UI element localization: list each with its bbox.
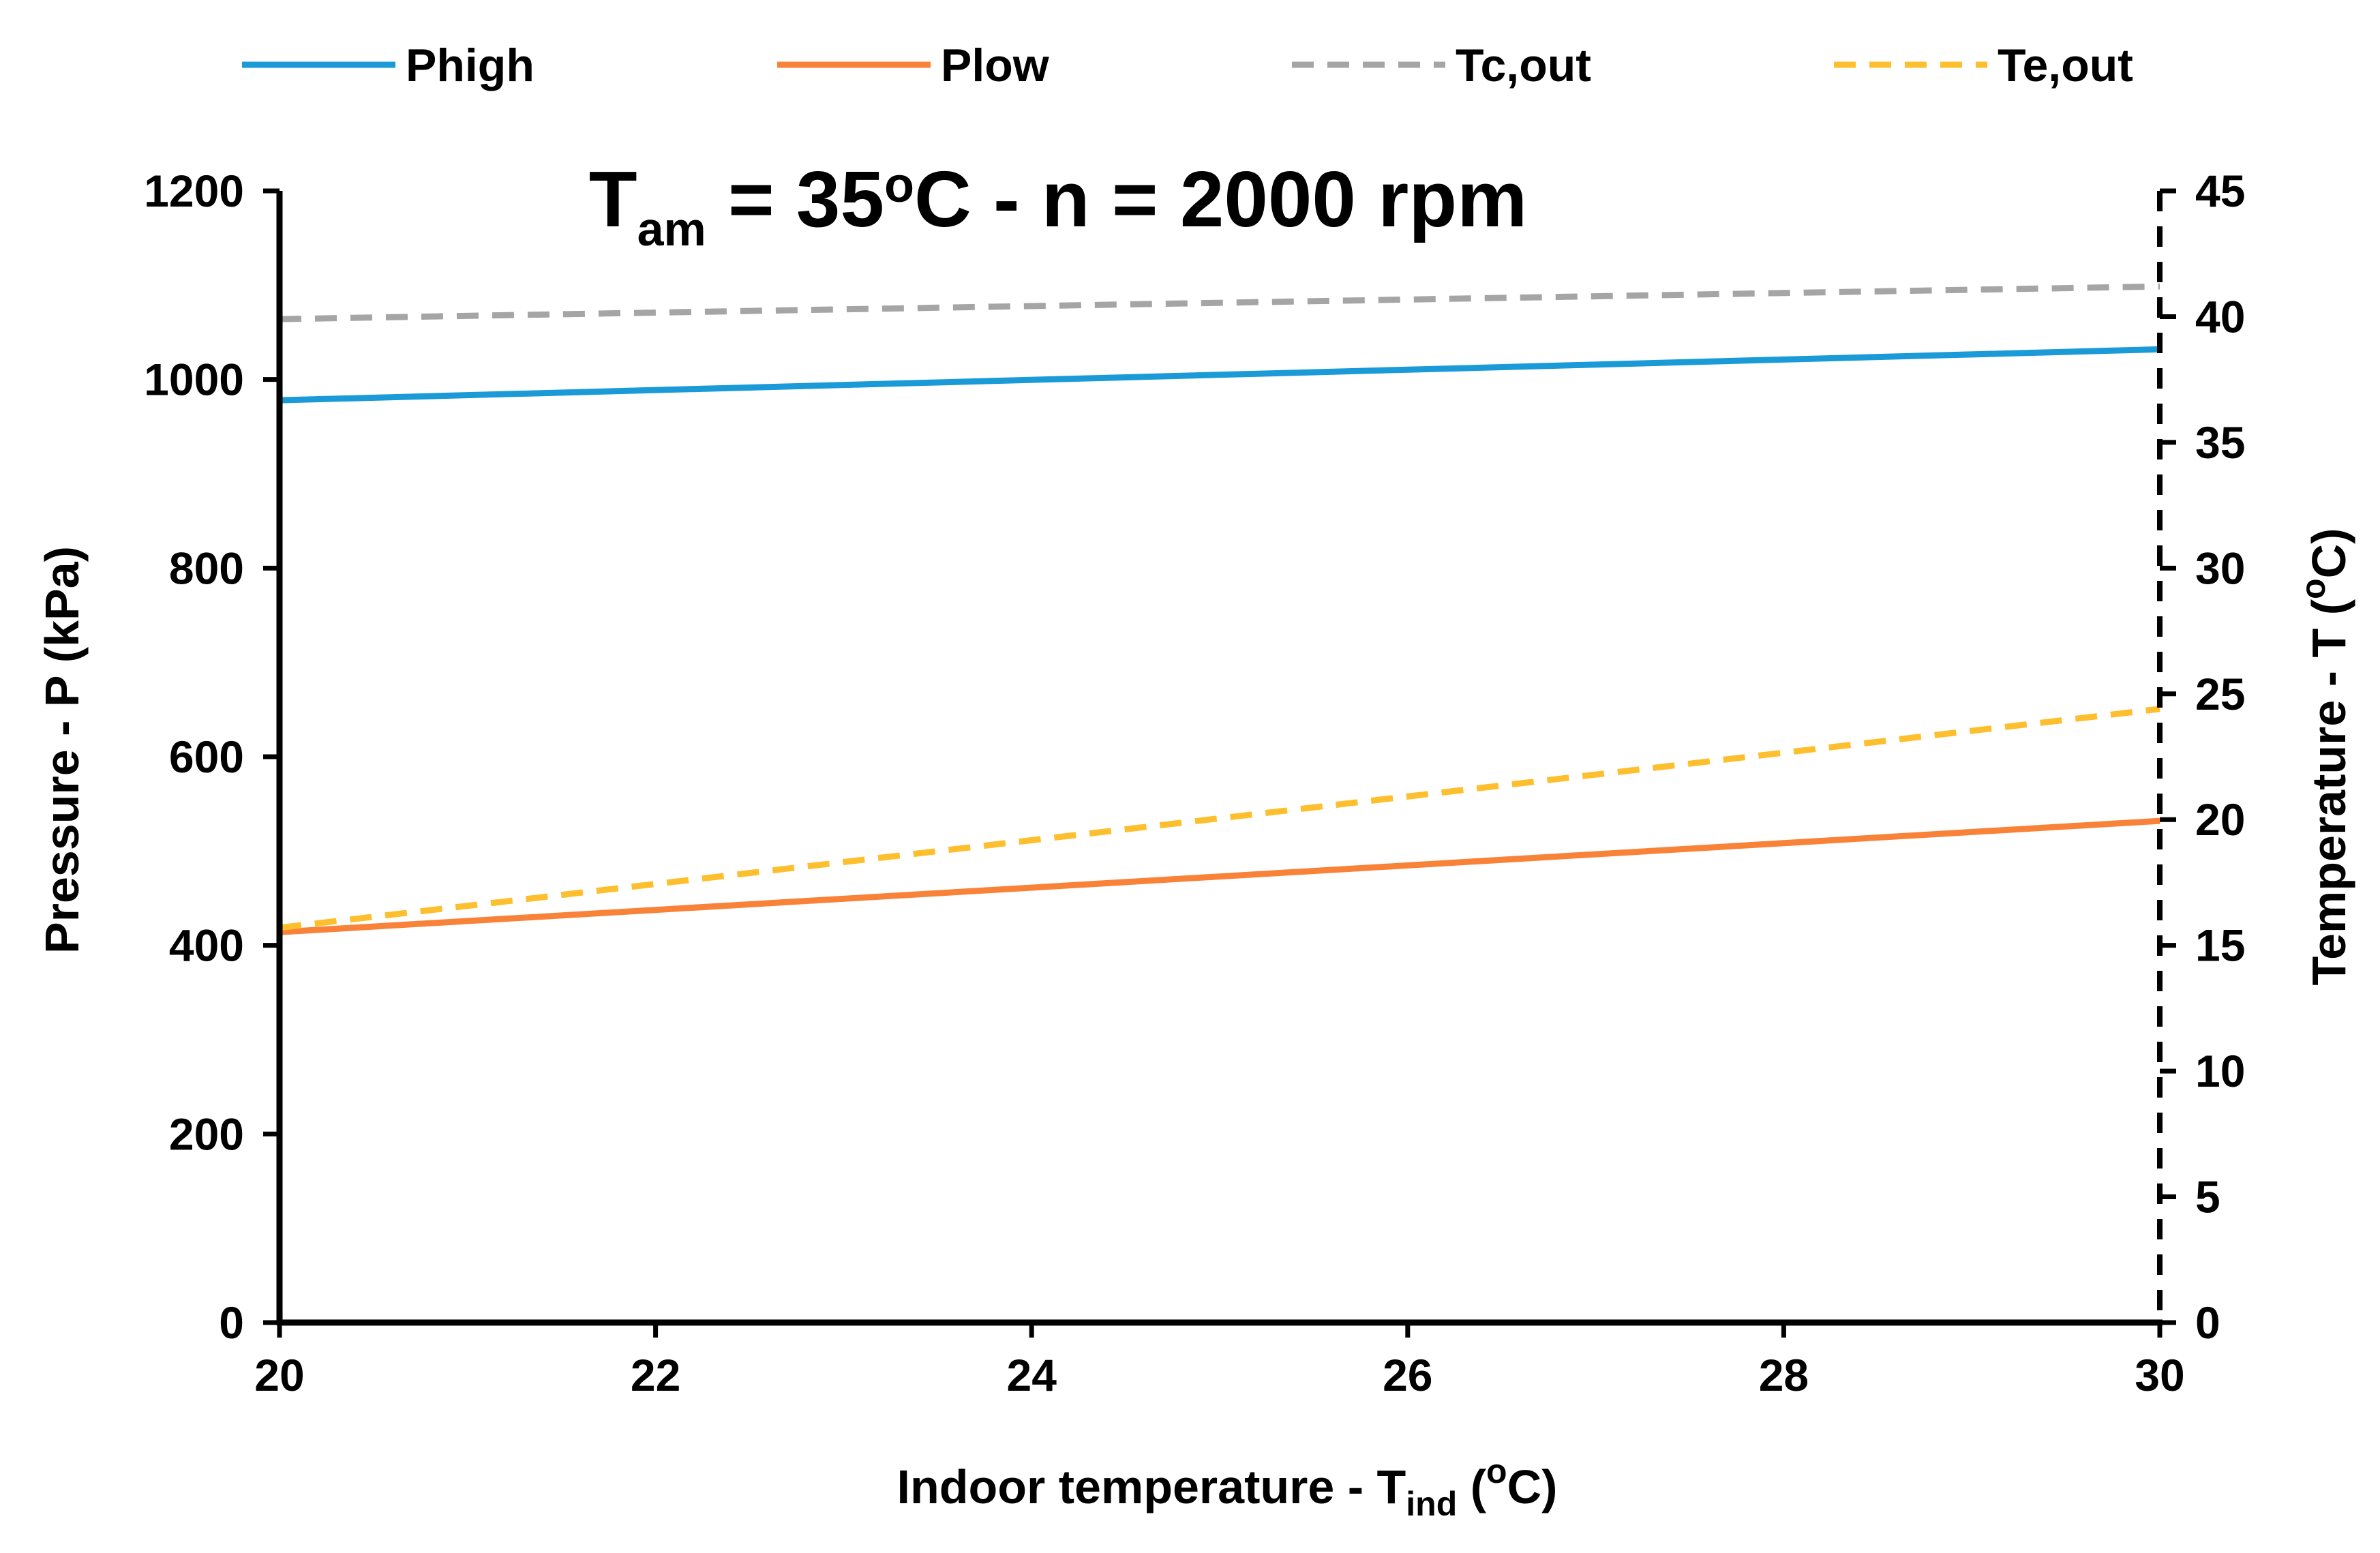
- x-tick-label: 22: [631, 1350, 680, 1400]
- y2-tick-label: 5: [2195, 1172, 2220, 1222]
- series-layer: [279, 283, 2160, 935]
- x-tick-label: 24: [1006, 1350, 1057, 1400]
- y2-tick-label: 30: [2195, 543, 2245, 593]
- series-line-tc-out: [279, 283, 2160, 322]
- y-tick-label: 400: [169, 920, 244, 971]
- y2-tick-label: 0: [2195, 1297, 2220, 1348]
- series-line-te-out: [279, 706, 2160, 931]
- y2-tick-label: 10: [2195, 1046, 2245, 1096]
- y2-tick-label: 40: [2195, 291, 2245, 342]
- chart-title: Tam = 35oC - n = 2000 rpm: [589, 155, 1528, 256]
- y-tick-label: 0: [219, 1297, 244, 1348]
- y-axis-title: Pressure - P (kPa): [35, 546, 89, 954]
- y2-tick-label: 15: [2195, 920, 2245, 971]
- legend-label: Te,out: [1998, 40, 2133, 91]
- y2-tick-label: 20: [2195, 794, 2245, 845]
- y-ticks: 0 200 400 600 800 1000 1200: [144, 166, 280, 1348]
- legend-label: Tc,out: [1456, 40, 1591, 91]
- x-ticks: 20 22 24 26 28 30: [254, 1323, 2185, 1400]
- y2-tick-label: 35: [2195, 417, 2245, 468]
- legend-label: Plow: [941, 40, 1050, 91]
- series-line-plow: [279, 817, 2160, 935]
- legend-label: Phigh: [406, 40, 534, 91]
- y-tick-label: 800: [169, 543, 244, 593]
- y2-tick-label: 25: [2195, 669, 2245, 719]
- y-tick-label: 200: [169, 1109, 244, 1159]
- series-line-phigh: [279, 346, 2160, 404]
- x-axis-title: Indoor temperature - Tind (oC): [897, 1452, 1558, 1523]
- x-tick-label: 26: [1383, 1350, 1432, 1400]
- y2-tick-label: 45: [2195, 166, 2245, 216]
- x-tick-label: 28: [1759, 1350, 1809, 1400]
- legend: Phigh Plow Tc,out Te,out: [242, 40, 2133, 91]
- y-tick-label: 1200: [144, 166, 244, 216]
- y-tick-label: 600: [169, 732, 244, 782]
- x-tick-label: 20: [254, 1350, 304, 1400]
- y2-axis-title: Temperature - T (oC): [2294, 528, 2355, 986]
- x-tick-label: 30: [2135, 1350, 2184, 1400]
- y-tick-label: 1000: [144, 355, 244, 405]
- y2-ticks: 0 5 10 15 20 25 30 35 40 45: [2160, 166, 2245, 1348]
